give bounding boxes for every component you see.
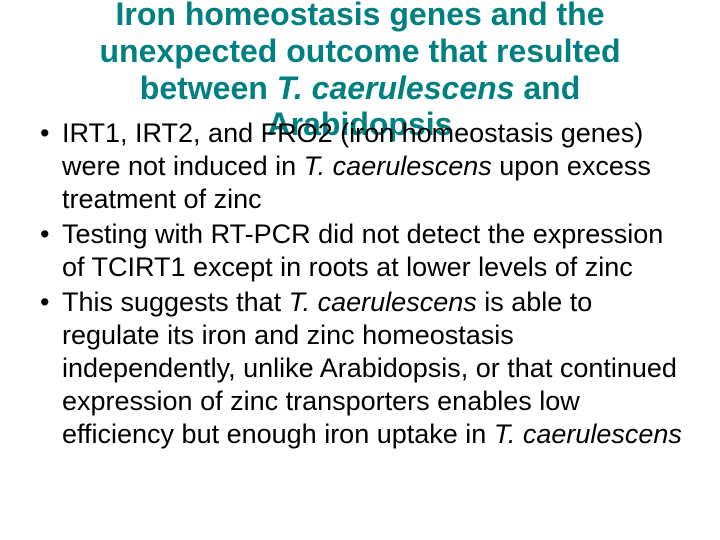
- title-line-3a: between: [140, 70, 277, 106]
- text-run: This suggests that: [62, 287, 289, 317]
- title-line-1: Iron homeostasis genes and the: [116, 0, 605, 32]
- title-line-3c: and: [514, 70, 580, 106]
- text-run: Testing with RT-PCR did not detect the e…: [62, 219, 663, 282]
- title-line-3b: T. caerulescens: [277, 70, 515, 106]
- list-item: IRT1, IRT2, and FRO2 (iron homeostasis g…: [38, 117, 682, 216]
- text-run: T. caerulescens: [304, 151, 492, 181]
- text-run: T. caerulescens: [289, 287, 477, 317]
- title-line-2: unexpected outcome that resulted: [100, 33, 621, 69]
- text-run: T. caerulescens: [494, 419, 682, 449]
- bullet-list: IRT1, IRT2, and FRO2 (iron homeostasis g…: [38, 117, 682, 450]
- slide: Iron homeostasis genes and the unexpecte…: [0, 0, 720, 536]
- list-item: Testing with RT-PCR did not detect the e…: [38, 218, 682, 284]
- list-item: This suggests that T. caerulescens is ab…: [38, 286, 682, 451]
